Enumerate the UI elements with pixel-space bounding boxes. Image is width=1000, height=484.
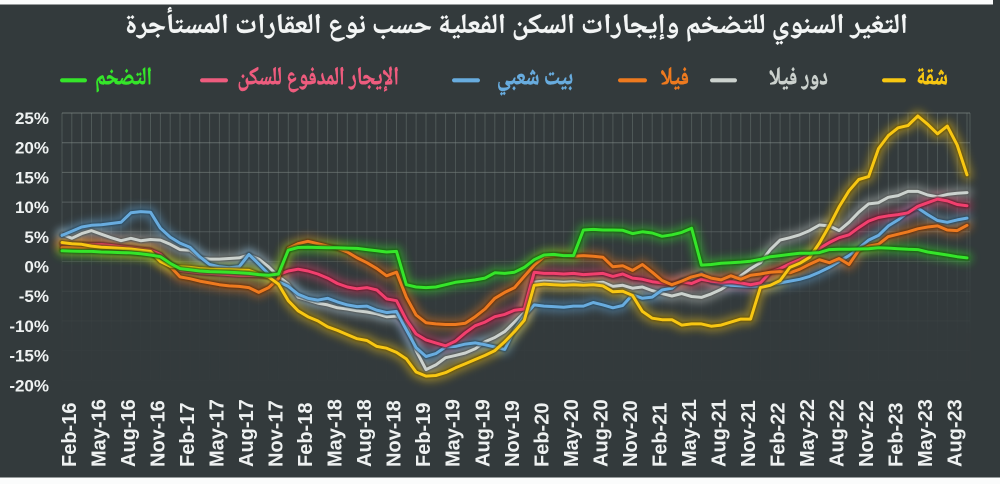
- svg-text:Nov-16: Nov-16: [148, 400, 170, 467]
- svg-text:Aug-20: Aug-20: [590, 399, 612, 467]
- svg-text:May-21: May-21: [679, 399, 701, 467]
- svg-text:Feb-19: Feb-19: [413, 403, 435, 467]
- svg-text:Nov-17: Nov-17: [266, 400, 288, 467]
- svg-text:-20%: -20%: [9, 376, 49, 395]
- svg-text:Feb-23: Feb-23: [885, 403, 907, 467]
- svg-text:-15%: -15%: [9, 347, 49, 366]
- svg-text:Nov-20: Nov-20: [620, 400, 642, 467]
- svg-text:Aug-16: Aug-16: [118, 399, 140, 467]
- svg-text:Feb-21: Feb-21: [649, 403, 671, 467]
- svg-text:15%: 15%: [15, 168, 49, 187]
- svg-text:-5%: -5%: [19, 287, 49, 306]
- svg-text:Nov-22: Nov-22: [856, 400, 878, 467]
- svg-text:10%: 10%: [15, 198, 49, 217]
- svg-text:Feb-18: Feb-18: [295, 403, 317, 467]
- svg-text:5%: 5%: [24, 228, 49, 247]
- svg-text:Aug-18: Aug-18: [354, 399, 376, 467]
- svg-text:Feb-16: Feb-16: [59, 403, 81, 467]
- svg-text:May-18: May-18: [325, 399, 347, 467]
- svg-text:May-22: May-22: [797, 399, 819, 467]
- svg-text:Nov-21: Nov-21: [738, 400, 760, 467]
- svg-text:Feb-22: Feb-22: [767, 403, 789, 467]
- svg-text:Aug-17: Aug-17: [236, 399, 258, 467]
- svg-text:May-17: May-17: [207, 399, 229, 467]
- svg-text:May-19: May-19: [443, 399, 465, 467]
- svg-text:-10%: -10%: [9, 317, 49, 336]
- svg-text:20%: 20%: [15, 139, 49, 158]
- svg-text:Feb-20: Feb-20: [531, 403, 553, 467]
- svg-text:May-20: May-20: [561, 399, 583, 467]
- svg-text:May-23: May-23: [915, 399, 937, 467]
- svg-text:25%: 25%: [15, 109, 49, 128]
- svg-text:Aug-19: Aug-19: [472, 399, 494, 467]
- svg-text:Aug-22: Aug-22: [826, 399, 848, 467]
- svg-text:May-16: May-16: [89, 399, 111, 467]
- svg-text:Aug-21: Aug-21: [708, 399, 730, 467]
- svg-text:Aug-23: Aug-23: [944, 399, 966, 467]
- svg-text:Feb-17: Feb-17: [177, 403, 199, 467]
- svg-text:0%: 0%: [24, 258, 49, 277]
- svg-text:Nov-19: Nov-19: [502, 400, 524, 467]
- svg-text:Nov-18: Nov-18: [384, 400, 406, 467]
